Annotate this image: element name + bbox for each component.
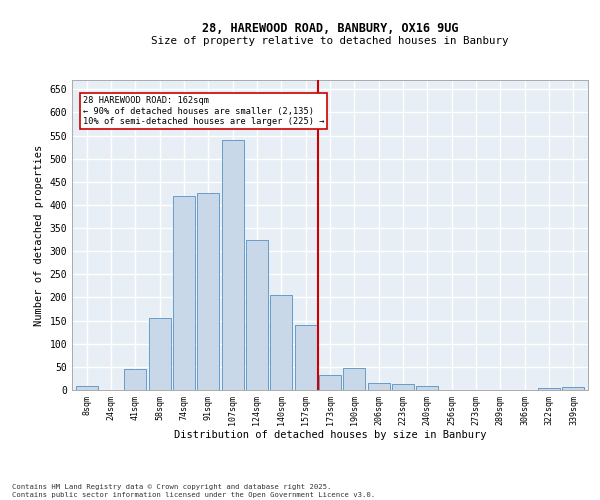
Bar bbox=[538, 388, 560, 390]
Bar bbox=[319, 375, 341, 390]
Text: Contains HM Land Registry data © Crown copyright and database right 2025.
Contai: Contains HM Land Registry data © Crown c… bbox=[12, 484, 375, 498]
Bar bbox=[221, 140, 244, 390]
Bar bbox=[124, 369, 146, 390]
Bar bbox=[392, 384, 414, 390]
Bar bbox=[343, 368, 365, 390]
Bar bbox=[197, 194, 219, 390]
Bar bbox=[416, 386, 439, 390]
Text: Size of property relative to detached houses in Banbury: Size of property relative to detached ho… bbox=[151, 36, 509, 46]
Text: 28, HAREWOOD ROAD, BANBURY, OX16 9UG: 28, HAREWOOD ROAD, BANBURY, OX16 9UG bbox=[202, 22, 458, 36]
Bar bbox=[173, 196, 195, 390]
Bar bbox=[562, 387, 584, 390]
Bar bbox=[76, 386, 98, 390]
Bar bbox=[368, 383, 389, 390]
Y-axis label: Number of detached properties: Number of detached properties bbox=[34, 144, 44, 326]
Bar bbox=[246, 240, 268, 390]
Bar bbox=[149, 318, 170, 390]
Bar bbox=[295, 325, 317, 390]
Bar bbox=[271, 295, 292, 390]
X-axis label: Distribution of detached houses by size in Banbury: Distribution of detached houses by size … bbox=[174, 430, 486, 440]
Text: 28 HAREWOOD ROAD: 162sqm
← 90% of detached houses are smaller (2,135)
10% of sem: 28 HAREWOOD ROAD: 162sqm ← 90% of detach… bbox=[83, 96, 324, 126]
